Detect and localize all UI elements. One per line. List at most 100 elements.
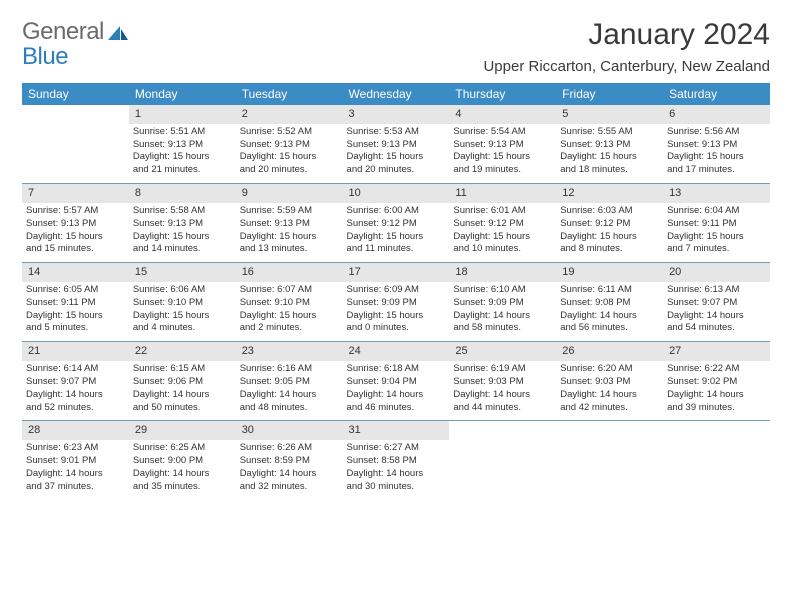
sunrise-text: Sunrise: 5:53 AM [347, 126, 446, 139]
daylight-text-1: Daylight: 14 hours [560, 389, 659, 402]
sunrise-text: Sunrise: 6:27 AM [347, 442, 446, 455]
sunset-text: Sunset: 9:07 PM [667, 297, 766, 310]
day-cell: Sunrise: 6:16 AMSunset: 9:05 PMDaylight:… [236, 361, 343, 421]
calendar-table: SundayMondayTuesdayWednesdayThursdayFrid… [22, 83, 770, 499]
sunrise-text: Sunrise: 6:23 AM [26, 442, 125, 455]
daylight-text-1: Daylight: 14 hours [667, 389, 766, 402]
daylight-text-1: Daylight: 15 hours [347, 310, 446, 323]
daylight-text-1: Daylight: 14 hours [133, 468, 232, 481]
day-cell: Sunrise: 5:58 AMSunset: 9:13 PMDaylight:… [129, 203, 236, 263]
sunrise-text: Sunrise: 6:03 AM [560, 205, 659, 218]
weekday-header: Tuesday [236, 83, 343, 105]
day-number: 16 [236, 263, 343, 282]
sunrise-text: Sunrise: 6:00 AM [347, 205, 446, 218]
day-data-row: Sunrise: 6:05 AMSunset: 9:11 PMDaylight:… [22, 282, 770, 342]
daylight-text-2: and 13 minutes. [240, 243, 339, 256]
daylight-text-2: and 0 minutes. [347, 322, 446, 335]
sunset-text: Sunset: 9:10 PM [133, 297, 232, 310]
daylight-text-2: and 5 minutes. [26, 322, 125, 335]
day-number: 5 [556, 105, 663, 124]
daylight-text-1: Daylight: 15 hours [347, 231, 446, 244]
daylight-text-2: and 20 minutes. [347, 164, 446, 177]
daylight-text-2: and 4 minutes. [133, 322, 232, 335]
daylight-text-1: Daylight: 14 hours [133, 389, 232, 402]
daylight-text-1: Daylight: 14 hours [26, 389, 125, 402]
sail-icon [106, 24, 130, 42]
day-cell: Sunrise: 5:52 AMSunset: 9:13 PMDaylight:… [236, 124, 343, 184]
sunset-text: Sunset: 9:07 PM [26, 376, 125, 389]
daylight-text-2: and 7 minutes. [667, 243, 766, 256]
day-number [22, 105, 129, 124]
sunrise-text: Sunrise: 6:04 AM [667, 205, 766, 218]
sunset-text: Sunset: 9:13 PM [240, 218, 339, 231]
sunrise-text: Sunrise: 5:55 AM [560, 126, 659, 139]
day-number [663, 421, 770, 440]
sunset-text: Sunset: 9:13 PM [560, 139, 659, 152]
day-number: 13 [663, 184, 770, 203]
header: General Blue January 2024 Upper Riccarto… [22, 18, 770, 75]
day-cell: Sunrise: 5:55 AMSunset: 9:13 PMDaylight:… [556, 124, 663, 184]
daylight-text-2: and 10 minutes. [453, 243, 552, 256]
sunset-text: Sunset: 9:10 PM [240, 297, 339, 310]
day-cell: Sunrise: 6:20 AMSunset: 9:03 PMDaylight:… [556, 361, 663, 421]
day-number: 21 [22, 342, 129, 361]
logo: General Blue [22, 18, 130, 68]
sunrise-text: Sunrise: 6:13 AM [667, 284, 766, 297]
daylight-text-1: Daylight: 15 hours [453, 231, 552, 244]
day-cell: Sunrise: 6:18 AMSunset: 9:04 PMDaylight:… [343, 361, 450, 421]
day-number: 31 [343, 421, 450, 440]
sunrise-text: Sunrise: 5:52 AM [240, 126, 339, 139]
day-cell [449, 440, 556, 499]
day-cell: Sunrise: 6:25 AMSunset: 9:00 PMDaylight:… [129, 440, 236, 499]
daylight-text-1: Daylight: 15 hours [560, 151, 659, 164]
day-number: 7 [22, 184, 129, 203]
daylight-text-2: and 48 minutes. [240, 402, 339, 415]
day-data-row: Sunrise: 5:51 AMSunset: 9:13 PMDaylight:… [22, 124, 770, 184]
sunset-text: Sunset: 9:13 PM [26, 218, 125, 231]
weekday-header: Friday [556, 83, 663, 105]
day-cell: Sunrise: 5:53 AMSunset: 9:13 PMDaylight:… [343, 124, 450, 184]
sunset-text: Sunset: 8:59 PM [240, 455, 339, 468]
day-number: 8 [129, 184, 236, 203]
sunset-text: Sunset: 9:08 PM [560, 297, 659, 310]
day-cell: Sunrise: 6:13 AMSunset: 9:07 PMDaylight:… [663, 282, 770, 342]
daylight-text-2: and 11 minutes. [347, 243, 446, 256]
daylight-text-1: Daylight: 15 hours [240, 310, 339, 323]
day-number: 28 [22, 421, 129, 440]
day-number: 29 [129, 421, 236, 440]
sunrise-text: Sunrise: 6:25 AM [133, 442, 232, 455]
day-number: 4 [449, 105, 556, 124]
daylight-text-2: and 2 minutes. [240, 322, 339, 335]
sunrise-text: Sunrise: 6:20 AM [560, 363, 659, 376]
daylight-text-1: Daylight: 15 hours [133, 231, 232, 244]
day-number: 12 [556, 184, 663, 203]
day-number-row: 78910111213 [22, 184, 770, 203]
day-cell: Sunrise: 6:10 AMSunset: 9:09 PMDaylight:… [449, 282, 556, 342]
sunrise-text: Sunrise: 5:57 AM [26, 205, 125, 218]
daylight-text-1: Daylight: 15 hours [240, 231, 339, 244]
daylight-text-2: and 46 minutes. [347, 402, 446, 415]
sunset-text: Sunset: 9:00 PM [133, 455, 232, 468]
sunrise-text: Sunrise: 6:11 AM [560, 284, 659, 297]
day-cell: Sunrise: 6:06 AMSunset: 9:10 PMDaylight:… [129, 282, 236, 342]
day-cell: Sunrise: 5:56 AMSunset: 9:13 PMDaylight:… [663, 124, 770, 184]
day-cell: Sunrise: 6:03 AMSunset: 9:12 PMDaylight:… [556, 203, 663, 263]
sunset-text: Sunset: 9:04 PM [347, 376, 446, 389]
sunset-text: Sunset: 9:12 PM [560, 218, 659, 231]
sunrise-text: Sunrise: 6:18 AM [347, 363, 446, 376]
sunset-text: Sunset: 9:12 PM [453, 218, 552, 231]
day-number: 30 [236, 421, 343, 440]
weekday-header: Thursday [449, 83, 556, 105]
sunset-text: Sunset: 8:58 PM [347, 455, 446, 468]
daylight-text-2: and 32 minutes. [240, 481, 339, 494]
day-number [556, 421, 663, 440]
day-number: 23 [236, 342, 343, 361]
daylight-text-1: Daylight: 14 hours [453, 389, 552, 402]
day-number: 26 [556, 342, 663, 361]
daylight-text-2: and 18 minutes. [560, 164, 659, 177]
daylight-text-1: Daylight: 14 hours [667, 310, 766, 323]
sunset-text: Sunset: 9:13 PM [240, 139, 339, 152]
day-number: 27 [663, 342, 770, 361]
sunset-text: Sunset: 9:11 PM [667, 218, 766, 231]
day-cell: Sunrise: 5:57 AMSunset: 9:13 PMDaylight:… [22, 203, 129, 263]
